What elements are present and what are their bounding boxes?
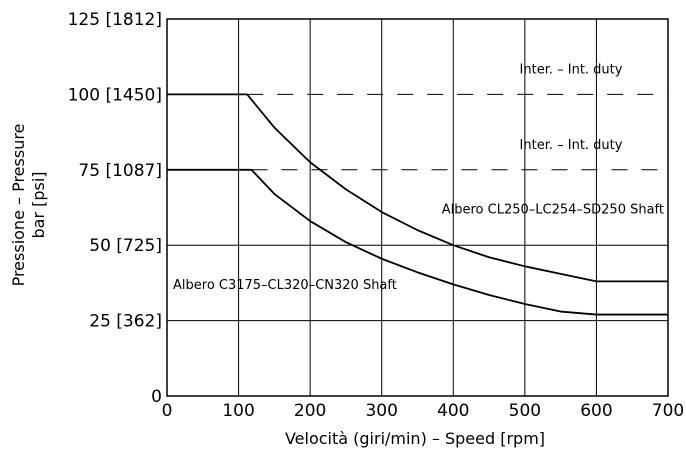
series-line [167, 93, 668, 283]
x-tick-label: 0 [162, 401, 173, 421]
y-tick-label: 25 [362] [89, 312, 162, 332]
annotations: Inter. – Int. duty Inter. – Int. duty Albe… [173, 62, 664, 293]
x-tick-label: 300 [365, 401, 397, 421]
y-tick-label: 100 [1450] [68, 85, 162, 105]
x-tick-label: 400 [437, 401, 469, 421]
x-tick-label: 100 [222, 401, 254, 421]
plot-frame [166, 18, 669, 397]
intermittent-duty-label: Inter. – Int. duty [520, 138, 623, 153]
series-label: Albero CL250–LC254–SD250 Shaft [442, 203, 664, 218]
grid [167, 19, 668, 396]
y-axis-title-line1: Pressione – Pressure [9, 124, 28, 287]
x-tick-label: 200 [294, 401, 326, 421]
series-lines [167, 93, 668, 316]
x-tick-label: 600 [580, 401, 612, 421]
x-tick-label: 700 [652, 401, 684, 421]
x-tick-labels: 0 100 200 300 400 500 600 700 [162, 401, 685, 421]
series-label: Albero C3175–CL320–CN320 Shaft [173, 278, 397, 293]
y-axis-title-line2: bar [psi] [29, 171, 48, 238]
x-tick-label: 500 [509, 401, 541, 421]
intermittent-duty-label: Inter. – Int. duty [520, 62, 623, 77]
y-tick-labels: 0 25 [362] 50 [725] 75 [1087] 100 [1450] 125 … [68, 10, 162, 407]
y-tick-label: 125 [1812] [68, 10, 162, 30]
y-tick-label: 0 [151, 387, 162, 407]
series-line [167, 168, 668, 316]
y-tick-label: 50 [725] [89, 236, 162, 256]
x-axis-title: Velocità (giri/min) – Speed [rpm] [285, 429, 545, 448]
y-tick-label: 75 [1087] [78, 161, 162, 181]
